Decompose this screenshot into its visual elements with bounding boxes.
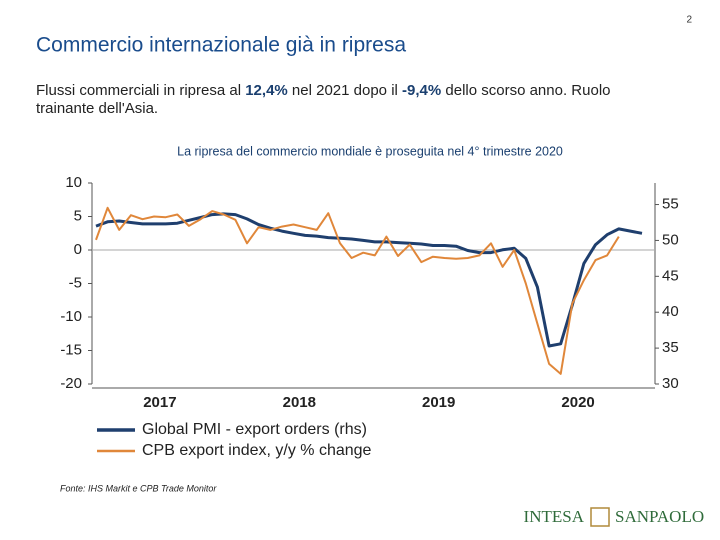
- y2-tick-label: 40: [662, 303, 679, 320]
- slide-subtitle: Flussi commerciali in ripresa al 12,4% n…: [36, 82, 611, 117]
- series-line: [95, 212, 643, 348]
- logo-text: INTESA: [524, 507, 585, 526]
- x-tick-label: 2019: [422, 394, 455, 411]
- y2-tick-label: 30: [662, 375, 679, 392]
- logo-text: SANPAOLO: [615, 507, 704, 526]
- subtitle-line: trainante dell'Asia.: [36, 100, 158, 117]
- subtitle-part: Flussi commerciali in ripresa al: [36, 82, 245, 99]
- y-tick-label: -15: [60, 341, 82, 358]
- y-tick-label: 0: [74, 241, 82, 258]
- y-tick-label: -10: [60, 308, 82, 325]
- page-number: 2: [686, 15, 692, 26]
- series-line: [95, 206, 620, 375]
- x-tick-label: 2017: [143, 394, 176, 411]
- y2-tick-label: 55: [662, 196, 679, 213]
- slide-heading: Commercio internazionale già in ripresa: [36, 34, 406, 57]
- y-tick-label: -20: [60, 375, 82, 392]
- subtitle-part: 12,4%: [245, 82, 288, 99]
- y2-tick-label: 35: [662, 339, 679, 356]
- legend-label: Global PMI - export orders (rhs): [142, 421, 367, 438]
- y2-tick-label: 45: [662, 267, 679, 284]
- x-tick-label: 2018: [283, 394, 316, 411]
- subtitle-part: dello scorso anno. Ruolo: [441, 82, 610, 99]
- subtitle-line: Flussi commerciali in ripresa al 12,4% n…: [36, 82, 611, 99]
- y2-tick-label: 50: [662, 231, 679, 248]
- logo-icon: [590, 507, 610, 527]
- subtitle-part: -9,4%: [402, 82, 441, 99]
- x-tick-label: 2020: [561, 394, 594, 411]
- y-tick-label: 5: [74, 207, 82, 224]
- chart-title: La ripresa del commercio mondiale è pros…: [177, 144, 563, 158]
- source-note: Fonte: IHS Markit e CPB Trade Monitor: [60, 483, 217, 493]
- y-tick-label: -5: [69, 274, 82, 291]
- legend-label: CPB export index, y/y % change: [142, 442, 372, 459]
- logo: INTESA SANPAOLO: [524, 507, 704, 527]
- y-tick-label: 10: [65, 174, 82, 191]
- subtitle-part: nel 2021 dopo il: [288, 82, 402, 99]
